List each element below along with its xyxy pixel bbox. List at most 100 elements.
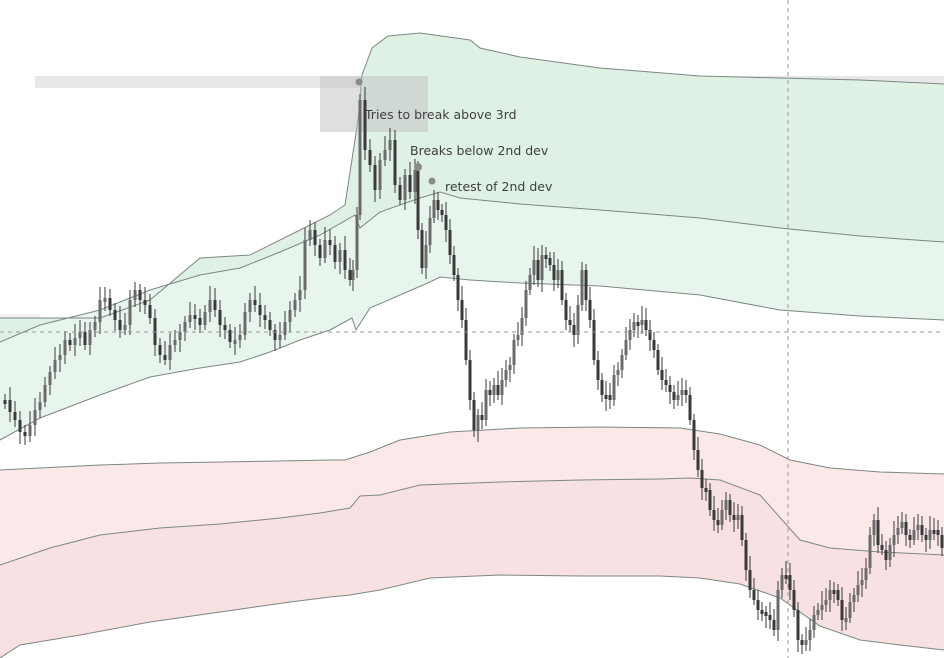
candle [460, 286, 464, 328]
candle [148, 294, 152, 324]
candle [33, 398, 37, 436]
highlight-box [320, 76, 428, 132]
candle-body [148, 305, 152, 318]
candle [323, 227, 327, 263]
candle [436, 192, 440, 220]
candle-body [932, 530, 936, 534]
candle [940, 527, 944, 556]
candle [3, 394, 7, 409]
candle-body [188, 315, 192, 322]
candle [213, 288, 217, 317]
candle [464, 308, 468, 365]
candle [772, 609, 776, 636]
candle [398, 177, 402, 205]
candle [776, 581, 780, 641]
candle-body [924, 535, 928, 540]
candle [492, 378, 496, 403]
candle [916, 514, 920, 540]
candle-body [652, 340, 656, 350]
candle-body [540, 255, 544, 280]
candle-body [133, 290, 137, 300]
candle-body [616, 370, 620, 375]
candle-body [283, 322, 287, 335]
candle [828, 580, 832, 612]
candle [656, 344, 660, 375]
candle [63, 331, 67, 364]
candle [253, 286, 257, 312]
candle-body [13, 412, 17, 420]
candle-body [183, 322, 187, 332]
candle-body [208, 300, 212, 312]
candle-body [432, 200, 436, 218]
candle-body [856, 585, 860, 595]
candle-body [692, 420, 696, 450]
candle [343, 236, 347, 279]
candle-body [844, 618, 848, 622]
candle [198, 309, 202, 333]
candle-body [576, 305, 580, 335]
candle-body [528, 275, 532, 290]
candle-body [108, 298, 112, 310]
candle-body [18, 420, 22, 432]
candle-body [28, 425, 32, 436]
candle [616, 362, 620, 386]
candle-body [480, 415, 484, 420]
candle [896, 516, 900, 544]
candle [592, 309, 596, 365]
candle-body [720, 510, 724, 525]
candle [48, 366, 52, 395]
candle [740, 506, 744, 546]
candle-body [393, 140, 397, 185]
candle-body [900, 522, 904, 528]
annotation-break-above-3rd: Tries to break above 3rd [364, 107, 517, 122]
candle-body [732, 515, 736, 520]
candle [103, 287, 107, 311]
candle [243, 303, 247, 340]
candle-body [444, 215, 448, 230]
candle-body [608, 395, 612, 400]
candle-body [123, 325, 127, 330]
candle [488, 381, 492, 406]
candle-body [580, 270, 584, 305]
candle-body [888, 545, 892, 560]
candle [28, 411, 32, 442]
candle-body [351, 270, 355, 280]
candle [660, 357, 664, 390]
candle [936, 520, 940, 546]
candle [440, 204, 444, 222]
candle-body [273, 330, 277, 340]
candle-body [704, 488, 708, 492]
candle-body [760, 610, 764, 614]
candle [688, 387, 692, 425]
candle-body [688, 395, 692, 420]
candle-body [313, 230, 317, 245]
candle [53, 347, 57, 379]
candle-body [724, 500, 728, 510]
marker-retest [428, 177, 436, 185]
candle [355, 207, 359, 278]
candle-body [628, 330, 632, 340]
candle [808, 619, 812, 651]
candle-body [736, 515, 740, 520]
candle-body [612, 375, 616, 400]
candle [363, 87, 367, 160]
candle-body [228, 330, 232, 342]
candle-body [298, 290, 302, 300]
candle [684, 380, 688, 403]
candle-body [696, 450, 700, 470]
candle [93, 316, 97, 337]
candle [920, 516, 924, 542]
candle [576, 295, 580, 344]
candle [932, 518, 936, 540]
candle-body [58, 355, 62, 360]
candle [864, 558, 868, 589]
candle [448, 219, 452, 264]
candle-body [68, 340, 72, 345]
candle [812, 606, 816, 638]
annotation-markers [355, 78, 436, 185]
candle-body [38, 402, 42, 410]
candle-body [588, 300, 592, 320]
candle [520, 307, 524, 346]
candle [824, 588, 828, 612]
